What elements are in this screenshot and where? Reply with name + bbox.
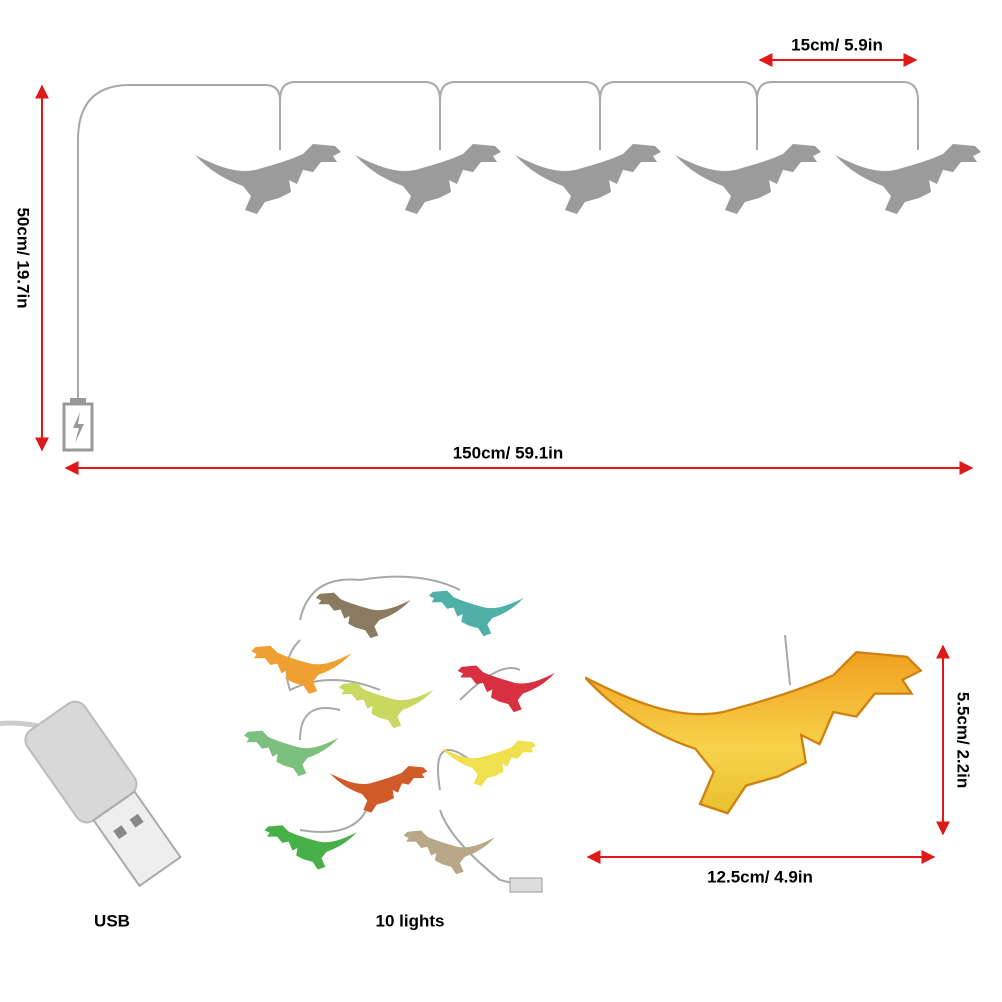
usb-plug	[0, 700, 182, 888]
battery-icon	[62, 398, 94, 452]
height-label: 50cm/ 19.7in	[14, 207, 33, 308]
dino-height-label: 5.5cm/ 2.2in	[954, 692, 973, 788]
usb-caption: USB	[94, 911, 130, 930]
lights-caption: 10 lights	[376, 911, 445, 930]
lights-string	[285, 575, 543, 893]
colored-dinos	[243, 590, 555, 875]
dino-wire	[784, 634, 791, 686]
segment-label: 15cm/ 5.9in	[791, 35, 883, 54]
dino-length-label: 12.5cm/ 4.9in	[707, 867, 813, 886]
big-dino	[585, 651, 922, 815]
total-label: 150cm/ 59.1in	[453, 443, 564, 462]
gray-dinos	[195, 144, 981, 214]
wire	[77, 81, 919, 400]
